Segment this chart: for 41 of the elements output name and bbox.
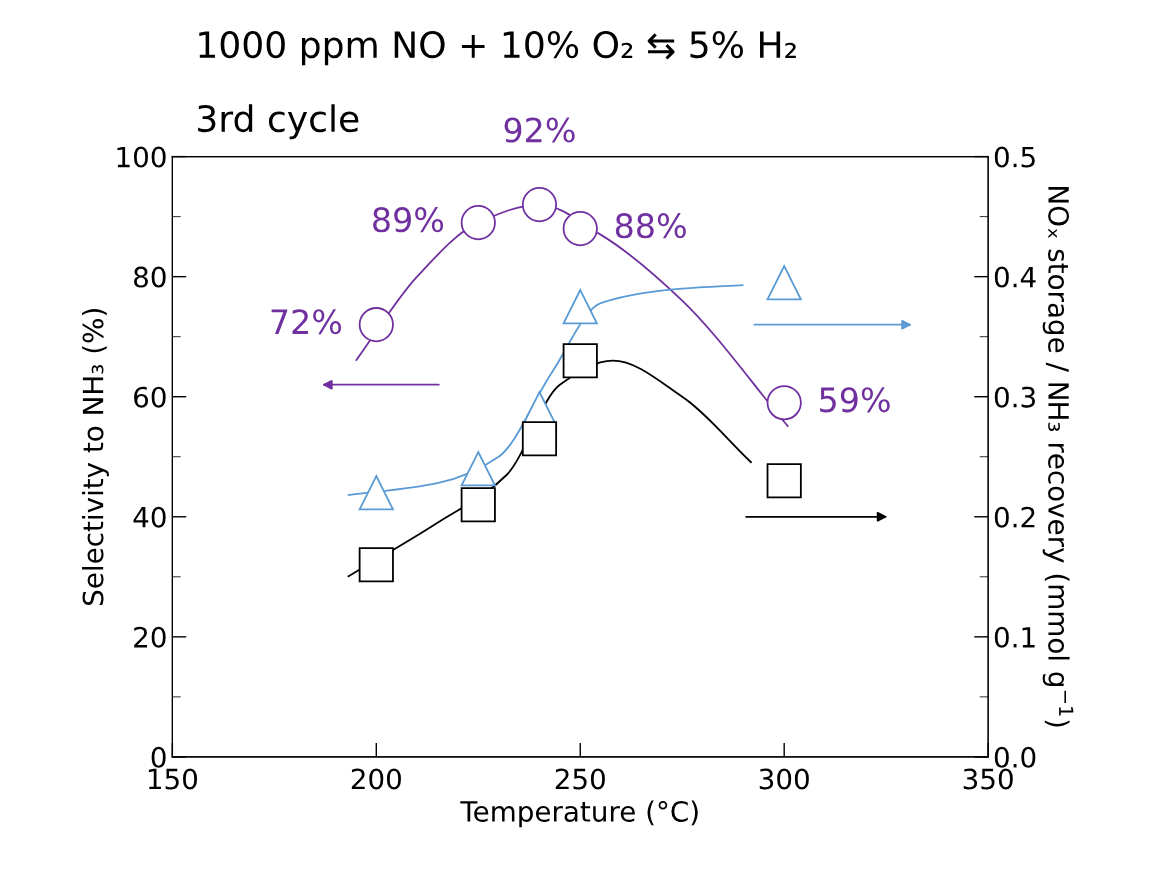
point (358, 307, 394, 343)
point (521, 421, 558, 457)
point (358, 475, 394, 511)
x-tick-label: 350 (963, 768, 1013, 790)
y2-tick-label: 0.1 (994, 626, 1035, 648)
x-tick-label: 150 (148, 768, 198, 790)
x-axis-title: Temperature (°C) (460, 800, 698, 828)
point (766, 385, 802, 421)
chart-subtitle: 3rd cycle (198, 104, 359, 140)
point (358, 547, 394, 583)
point (521, 187, 558, 223)
point (460, 451, 496, 487)
y-tick-label: 0 (151, 746, 166, 768)
y2-tick-label: 0.3 (994, 386, 1035, 408)
point (562, 211, 598, 247)
data-label: 59% (820, 387, 890, 413)
data-label: 88% (615, 213, 686, 239)
y-tick-label: 60 (134, 386, 166, 408)
y2-tick-label: 0.5 (994, 146, 1035, 168)
point (766, 463, 802, 499)
data-label: 89% (373, 207, 444, 233)
data-label: 72% (271, 309, 342, 335)
y-tick-label: 80 (134, 266, 166, 288)
point (562, 289, 598, 325)
y2-tick-label: 0.4 (994, 266, 1036, 288)
y2-axis-title: NOₓ storage / NH₃ recovery (mmol g$^{−1}$) (1042, 187, 1074, 727)
y2-tick-label: 0.0 (994, 746, 1036, 768)
y-tick-label: 100 (117, 146, 166, 168)
point (460, 487, 496, 523)
point (766, 265, 802, 301)
x-tick-label: 300 (759, 768, 809, 790)
x-tick-label: 250 (555, 768, 605, 790)
x-tick-label: 200 (351, 768, 401, 790)
data-label: 92% (504, 117, 575, 143)
y-axis-title: Selectivity to NH₃ (%) (82, 309, 109, 605)
y-tick-label: 40 (133, 506, 166, 528)
point (460, 205, 496, 241)
point (562, 343, 598, 379)
y-tick-label: 20 (134, 626, 166, 648)
y2-tick-label: 0.2 (994, 506, 1035, 528)
chart-title: 1000 ppm NO + 10% O₂ ⇆ 5% H₂ (199, 30, 796, 66)
